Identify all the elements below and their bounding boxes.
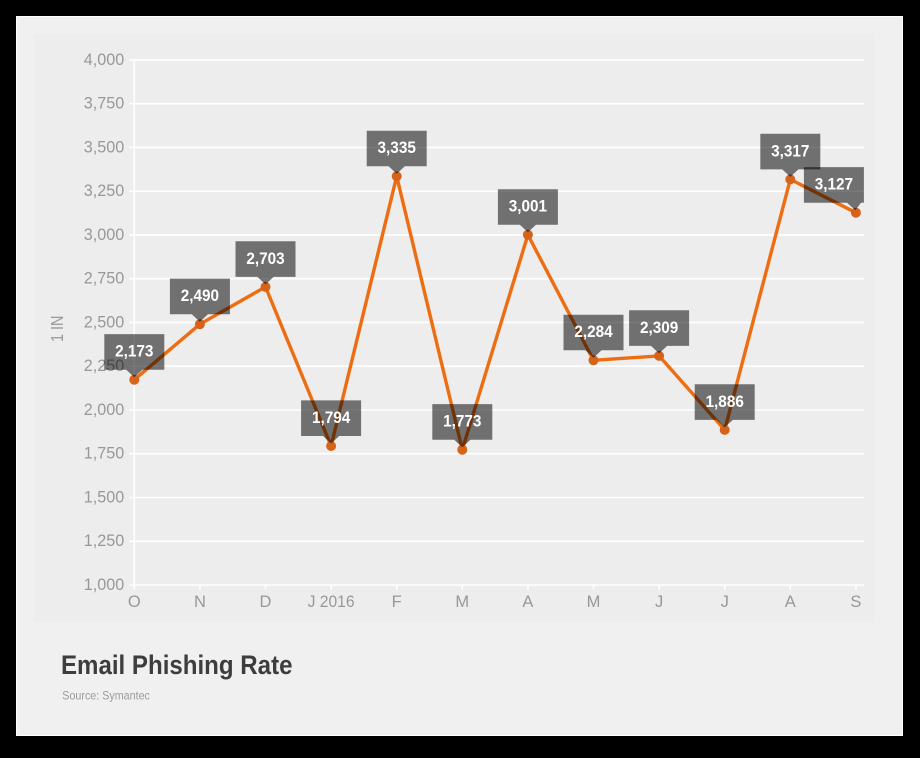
svg-text:1,886: 1,886: [706, 393, 744, 411]
svg-text:2,703: 2,703: [246, 250, 284, 268]
svg-text:2,309: 2,309: [640, 319, 678, 337]
svg-text:1,250: 1,250: [84, 532, 125, 550]
svg-text:1,794: 1,794: [312, 409, 350, 427]
svg-text:A: A: [522, 593, 533, 611]
svg-text:3,500: 3,500: [84, 138, 125, 156]
svg-text:Email Phishing Rate: Email Phishing Rate: [61, 650, 293, 680]
svg-text:1,500: 1,500: [84, 488, 125, 506]
svg-text:2,750: 2,750: [84, 270, 125, 288]
svg-text:2,490: 2,490: [181, 287, 219, 305]
svg-text:Source: Symantec: Source: Symantec: [62, 688, 150, 702]
svg-text:3,750: 3,750: [84, 95, 125, 113]
svg-text:F: F: [392, 593, 402, 611]
svg-text:3,250: 3,250: [84, 182, 125, 200]
svg-text:3,000: 3,000: [84, 226, 125, 244]
svg-text:J: J: [721, 593, 729, 611]
svg-text:2,000: 2,000: [84, 401, 125, 419]
svg-text:2,284: 2,284: [574, 323, 612, 341]
svg-text:1 IN: 1 IN: [47, 316, 67, 343]
svg-text:1,000: 1,000: [84, 576, 125, 594]
svg-text:2,173: 2,173: [115, 343, 153, 361]
svg-text:O: O: [128, 593, 141, 611]
svg-text:4,000: 4,000: [84, 51, 125, 69]
svg-text:3,335: 3,335: [378, 139, 416, 157]
svg-text:3,317: 3,317: [771, 142, 809, 160]
svg-text:D: D: [260, 593, 272, 611]
svg-text:S: S: [850, 593, 861, 611]
svg-text:2,500: 2,500: [84, 313, 125, 331]
svg-text:M: M: [587, 593, 601, 611]
svg-text:M: M: [455, 593, 469, 611]
svg-text:J: J: [655, 593, 663, 611]
svg-text:1,773: 1,773: [443, 413, 481, 431]
svg-text:3,127: 3,127: [815, 176, 853, 194]
svg-text:A: A: [785, 593, 796, 611]
svg-text:3,001: 3,001: [509, 198, 547, 216]
svg-text:J 2016: J 2016: [308, 593, 355, 611]
svg-text:N: N: [194, 593, 206, 611]
svg-text:1,750: 1,750: [84, 445, 125, 463]
